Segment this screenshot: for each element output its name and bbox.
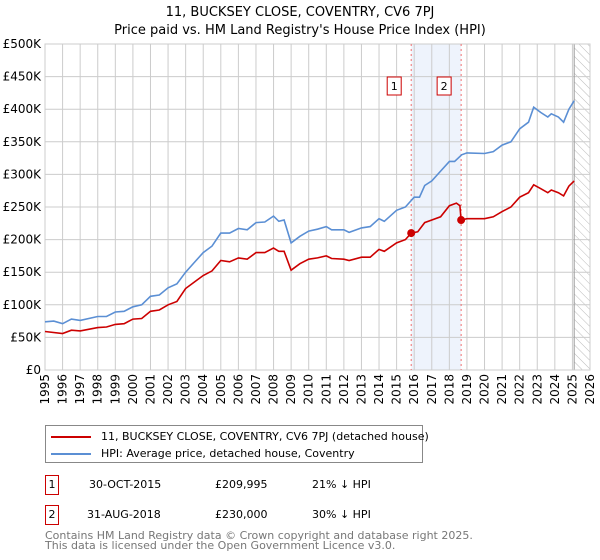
sale-date: 31-AUG-2018 (87, 508, 161, 521)
y-tick-label: £500K (3, 37, 43, 51)
x-tick-label: 2018 (442, 374, 456, 405)
marker-label: 2 (441, 80, 448, 93)
table-row: 1 30-OCT-2015 £209,995 21% ↓ HPI (45, 475, 445, 495)
marker-label-box (386, 76, 402, 96)
y-tick-label: £100K (3, 298, 43, 312)
x-tick-label: 1997 (73, 374, 87, 405)
legend-swatch-blue (51, 453, 91, 455)
table-row: 2 31-AUG-2018 £230,000 30% ↓ HPI (45, 505, 445, 525)
marker-badge: 1 (45, 475, 59, 495)
y-tick-label: £450K (3, 70, 43, 84)
x-tick-label: 2014 (372, 374, 386, 405)
x-tick-label: 2020 (478, 374, 492, 405)
marker-badge: 2 (45, 505, 59, 525)
x-tick-label: 1999 (108, 374, 122, 405)
sale-date: 30-OCT-2015 (89, 478, 162, 491)
sale-point-2 (457, 216, 466, 225)
footer-licence: This data is licensed under the Open Gov… (45, 539, 396, 552)
hpi-diff: 30% ↓ HPI (312, 508, 371, 521)
x-tick-label: 2016 (407, 374, 421, 405)
legend-label: 11, BUCKSEY CLOSE, COVENTRY, CV6 7PJ (de… (101, 430, 429, 443)
x-tick-label: 2005 (214, 374, 228, 405)
x-tick-label: 1995 (38, 374, 52, 405)
y-tick-label: £300K (3, 167, 43, 181)
x-tick-label: 2021 (495, 374, 509, 405)
x-tick-label: 2011 (319, 374, 333, 405)
x-tick-label: 2013 (354, 374, 368, 405)
y-tick-label: £50K (10, 330, 42, 344)
y-tick-label: £150K (3, 265, 43, 279)
x-tick-label: 2010 (302, 374, 316, 405)
sale-price: £209,995 (215, 478, 268, 491)
hpi-line (44, 100, 575, 325)
legend-label: HPI: Average price, detached house, Cove… (101, 447, 355, 460)
x-tick-label: 2023 (530, 374, 544, 405)
x-tick-label: 2012 (337, 374, 351, 405)
x-tick-label: 2022 (513, 374, 527, 405)
sale-price: £230,000 (215, 508, 268, 521)
x-tick-label: 2004 (196, 374, 210, 405)
chart-subtitle: Price paid vs. HM Land Registry's House … (114, 23, 486, 38)
y-tick-label: £250K (3, 200, 43, 214)
x-tick-label: 1998 (91, 374, 105, 405)
y-tick-label: £350K (3, 135, 43, 149)
x-tick-label: 2026 (583, 374, 597, 405)
y-tick-label: £0 (26, 363, 41, 377)
marker-label-box (436, 76, 452, 96)
y-tick-label: £200K (3, 233, 43, 247)
x-tick-label: 1996 (56, 374, 70, 405)
chart-title: 11, BUCKSEY CLOSE, COVENTRY, CV6 7PJ (166, 5, 435, 20)
x-tick-label: 2008 (267, 374, 281, 405)
footer: Contains HM Land Registry data © Crown c… (45, 529, 473, 552)
property-price-line (44, 180, 575, 335)
x-tick-label: 2006 (231, 374, 245, 405)
x-tick-label: 2007 (249, 374, 263, 405)
x-tick-label: 2003 (179, 374, 193, 405)
hpi-diff: 21% ↓ HPI (312, 478, 371, 491)
x-tick-label: 2015 (390, 374, 404, 405)
x-tick-label: 2024 (548, 374, 562, 405)
x-tick-label: 2001 (143, 374, 157, 405)
x-tick-label: 2009 (284, 374, 298, 405)
x-tick-label: 2017 (425, 374, 439, 405)
x-tick-label: 2025 (565, 374, 579, 405)
x-tick-label: 2002 (161, 374, 175, 405)
legend: 11, BUCKSEY CLOSE, COVENTRY, CV6 7PJ (de… (45, 425, 429, 463)
x-tick-label: 2019 (460, 374, 474, 405)
legend-item-hpi: HPI: Average price, detached house, Cove… (51, 447, 355, 460)
footer-copyright: Contains HM Land Registry data © Crown c… (45, 529, 473, 542)
x-tick-label: 2000 (126, 374, 140, 405)
y-tick-label: £400K (3, 102, 43, 116)
plot-frame (44, 43, 591, 371)
marker-label: 1 (391, 80, 398, 93)
sale-point-1 (407, 229, 416, 238)
legend-item-property: 11, BUCKSEY CLOSE, COVENTRY, CV6 7PJ (de… (51, 430, 429, 443)
legend-swatch-red (51, 436, 91, 438)
